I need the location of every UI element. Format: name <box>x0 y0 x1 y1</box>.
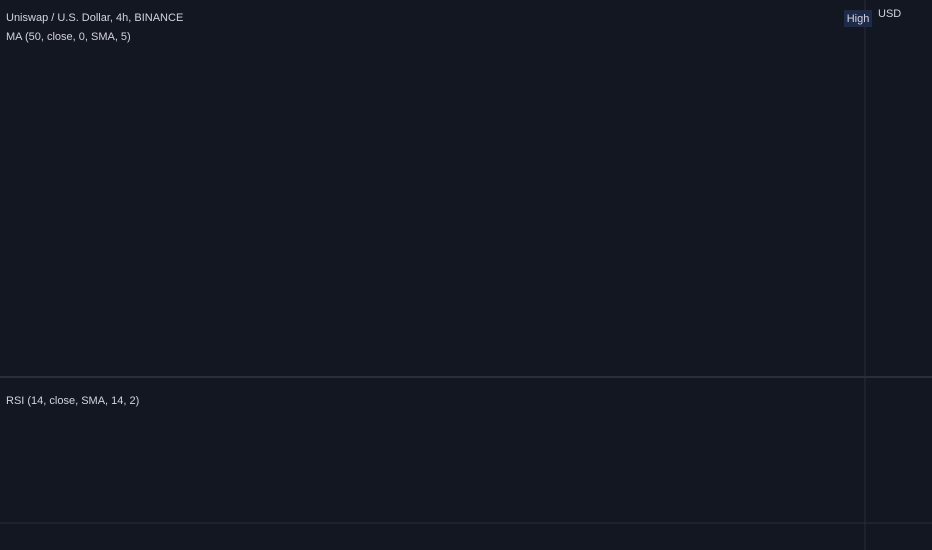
high-label: High <box>847 13 870 25</box>
currency: USD <box>878 8 901 20</box>
symbol-title: Uniswap / U.S. Dollar, 4h, BINANCE <box>6 12 183 24</box>
ma-legend: MA (50, close, 0, SMA, 5) <box>6 31 131 43</box>
rsi-legend: RSI (14, close, SMA, 14, 2) <box>6 395 139 407</box>
labels: Uniswap / U.S. Dollar, 4h, BINANCE MA (5… <box>6 8 901 407</box>
high-badge <box>844 10 872 27</box>
